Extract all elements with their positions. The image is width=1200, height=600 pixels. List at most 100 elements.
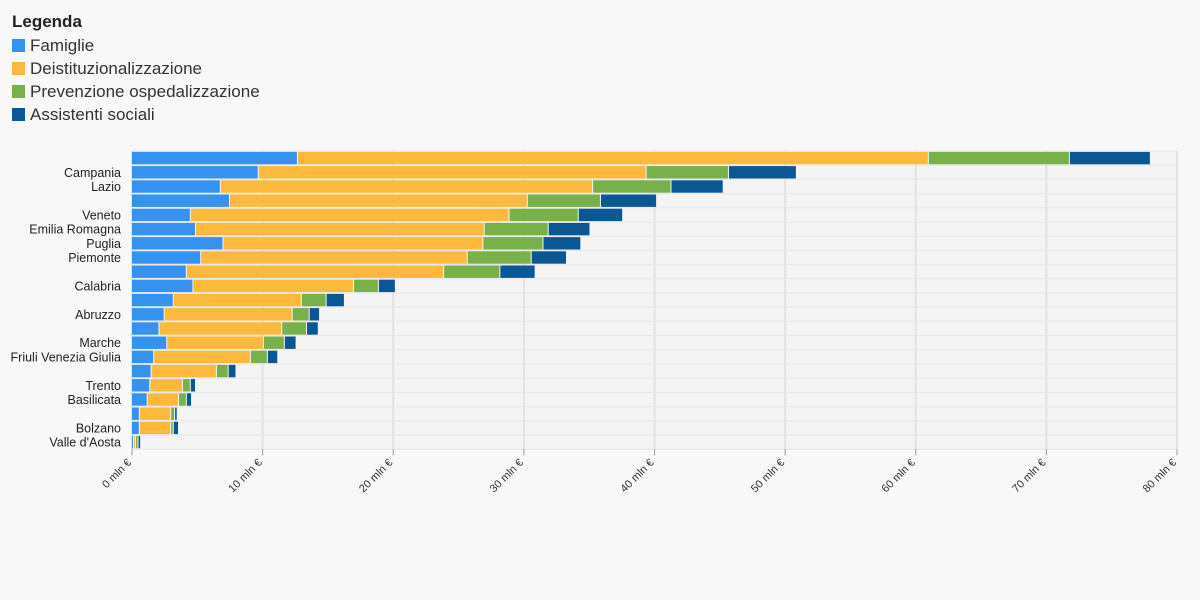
- x-tick-label: 20 mln €: [357, 457, 395, 495]
- bar-segment-famiglie: [132, 379, 150, 392]
- bar-segment-prevenzione-ospedalizzazione: [135, 435, 138, 449]
- x-tick-label: 0 mln €: [100, 457, 134, 491]
- bar-segment-assistenti-sociali: [307, 322, 318, 335]
- bar-segment-assistenti-sociali: [600, 194, 657, 207]
- x-tick-label: 30 mln €: [488, 457, 526, 495]
- legend-swatch-prevenzione-ospedalizzazione: [12, 85, 25, 98]
- legend-label-deistituzionalizzazione: Deistituzionalizzazione: [30, 58, 202, 78]
- y-tick-label: Campania: [64, 166, 121, 180]
- bar-segment-famiglie: [132, 293, 173, 307]
- bar-segment-deistituzionalizzazione: [154, 350, 250, 364]
- bar-segment-assistenti-sociali: [1069, 151, 1150, 165]
- bar-segment-assistenti-sociali: [228, 364, 236, 378]
- bar-segment-deistituzionalizzazione: [139, 407, 171, 420]
- bar-segment-prevenzione-ospedalizzazione: [171, 407, 175, 420]
- bar-segment-assistenti-sociali: [138, 435, 141, 449]
- bar-segment-deistituzionalizzazione: [173, 293, 301, 307]
- bar-segment-prevenzione-ospedalizzazione: [444, 265, 500, 278]
- bar-segment-famiglie: [132, 279, 193, 293]
- bar-segment-assistenti-sociali: [671, 180, 723, 193]
- bar-segment-prevenzione-ospedalizzazione: [250, 350, 267, 364]
- legend-label-famiglie: Famiglie: [30, 35, 95, 55]
- bar-segment-prevenzione-ospedalizzazione: [282, 322, 307, 335]
- bar-segment-famiglie: [132, 322, 159, 335]
- x-tick-label: 50 mln €: [749, 457, 787, 495]
- bar-segment-prevenzione-ospedalizzazione: [527, 194, 600, 207]
- bar-segment-deistituzionalizzazione: [186, 265, 444, 278]
- bar-segment-assistenti-sociali: [186, 393, 192, 406]
- bar-segment-prevenzione-ospedalizzazione: [171, 421, 173, 435]
- y-tick-label: Piemonte: [68, 251, 121, 265]
- legend-swatch-famiglie: [12, 39, 25, 52]
- y-tick-label: Emilia Romagna: [29, 223, 121, 237]
- bar-segment-famiglie: [132, 364, 151, 378]
- y-tick-label: Abruzzo: [75, 308, 121, 322]
- y-tick-label: Calabria: [74, 279, 121, 293]
- bar-segment-assistenti-sociali: [728, 166, 796, 179]
- bar-segment-famiglie: [132, 308, 164, 321]
- bar-segment-deistituzionalizzazione: [297, 151, 928, 165]
- bar-segment-assistenti-sociali: [284, 336, 296, 349]
- bar-segment-famiglie: [132, 194, 229, 207]
- bar-segment-assistenti-sociali: [309, 308, 320, 321]
- x-tick-label: 70 mln €: [1010, 457, 1048, 495]
- bar-segment-famiglie: [132, 251, 201, 264]
- bar-segment-prevenzione-ospedalizzazione: [483, 237, 543, 250]
- legend-item-assistenti-sociali[interactable]: Assistenti sociali: [12, 103, 260, 126]
- legend: Legenda Famiglie Deistituzionalizzazione…: [12, 12, 260, 126]
- legend-item-famiglie[interactable]: Famiglie: [12, 34, 260, 57]
- bar-segment-famiglie: [132, 222, 196, 236]
- bar-segment-prevenzione-ospedalizzazione: [484, 222, 548, 236]
- legend-item-prevenzione-ospedalizzazione[interactable]: Prevenzione ospedalizzazione: [12, 80, 260, 103]
- y-tick-label: Puglia: [86, 237, 121, 251]
- y-tick-label: Bolzano: [76, 421, 121, 435]
- bar-segment-assistenti-sociali: [543, 237, 581, 250]
- bar-segment-famiglie: [132, 435, 133, 449]
- bar-segment-deistituzionalizzazione: [190, 208, 509, 222]
- legend-item-deistituzionalizzazione[interactable]: Deistituzionalizzazione: [12, 57, 260, 80]
- bar-segment-famiglie: [132, 237, 223, 250]
- bar-segment-deistituzionalizzazione: [193, 279, 354, 293]
- bar-segment-deistituzionalizzazione: [220, 180, 593, 193]
- bar-segment-famiglie: [132, 350, 154, 364]
- bar-segment-assistenti-sociali: [500, 265, 535, 278]
- y-tick-label: Trento: [85, 379, 121, 393]
- bar-segment-prevenzione-ospedalizzazione: [301, 293, 326, 307]
- x-tick-label: 10 mln €: [226, 457, 264, 495]
- bar-segment-famiglie: [132, 393, 147, 406]
- bar-segment-prevenzione-ospedalizzazione: [593, 180, 671, 193]
- bar-segment-prevenzione-ospedalizzazione: [263, 336, 284, 349]
- x-tick-label: 60 mln €: [880, 457, 918, 495]
- bar-segment-famiglie: [132, 208, 190, 222]
- bar-segment-deistituzionalizzazione: [223, 237, 483, 250]
- bar-segment-deistituzionalizzazione: [133, 435, 135, 449]
- bar-segment-famiglie: [132, 265, 186, 278]
- bar-segment-assistenti-sociali: [190, 379, 196, 392]
- legend-swatch-deistituzionalizzazione: [12, 62, 25, 75]
- bar-segment-deistituzionalizzazione: [150, 379, 182, 392]
- x-tick-label: 80 mln €: [1141, 457, 1179, 495]
- bar-segment-prevenzione-ospedalizzazione: [354, 279, 378, 293]
- legend-swatch-assistenti-sociali: [12, 108, 25, 121]
- y-tick-label: Valle d'Aosta: [49, 436, 121, 450]
- bar-segment-deistituzionalizzazione: [151, 364, 216, 378]
- bar-segment-prevenzione-ospedalizzazione: [928, 151, 1069, 165]
- bar-segment-famiglie: [132, 180, 220, 193]
- bar-segment-deistituzionalizzazione: [147, 393, 179, 406]
- bar-segment-famiglie: [132, 151, 297, 165]
- y-tick-label: Marche: [79, 336, 121, 350]
- bar-segment-deistituzionalizzazione: [167, 336, 263, 349]
- bar-segment-deistituzionalizzazione: [229, 194, 527, 207]
- bar-segment-prevenzione-ospedalizzazione: [179, 393, 186, 406]
- bar-segment-assistenti-sociali: [173, 421, 179, 435]
- bar-segment-famiglie: [132, 407, 139, 420]
- bar-segment-deistituzionalizzazione: [164, 308, 292, 321]
- bar-segment-deistituzionalizzazione: [258, 166, 646, 179]
- y-tick-label: Friuli Venezia Giulia: [11, 350, 122, 364]
- bar-segment-assistenti-sociali: [267, 350, 278, 364]
- bar-segment-assistenti-sociali: [326, 293, 344, 307]
- bar-segment-famiglie: [132, 336, 167, 349]
- bar-segment-assistenti-sociali: [175, 407, 177, 420]
- bar-segment-assistenti-sociali: [578, 208, 623, 222]
